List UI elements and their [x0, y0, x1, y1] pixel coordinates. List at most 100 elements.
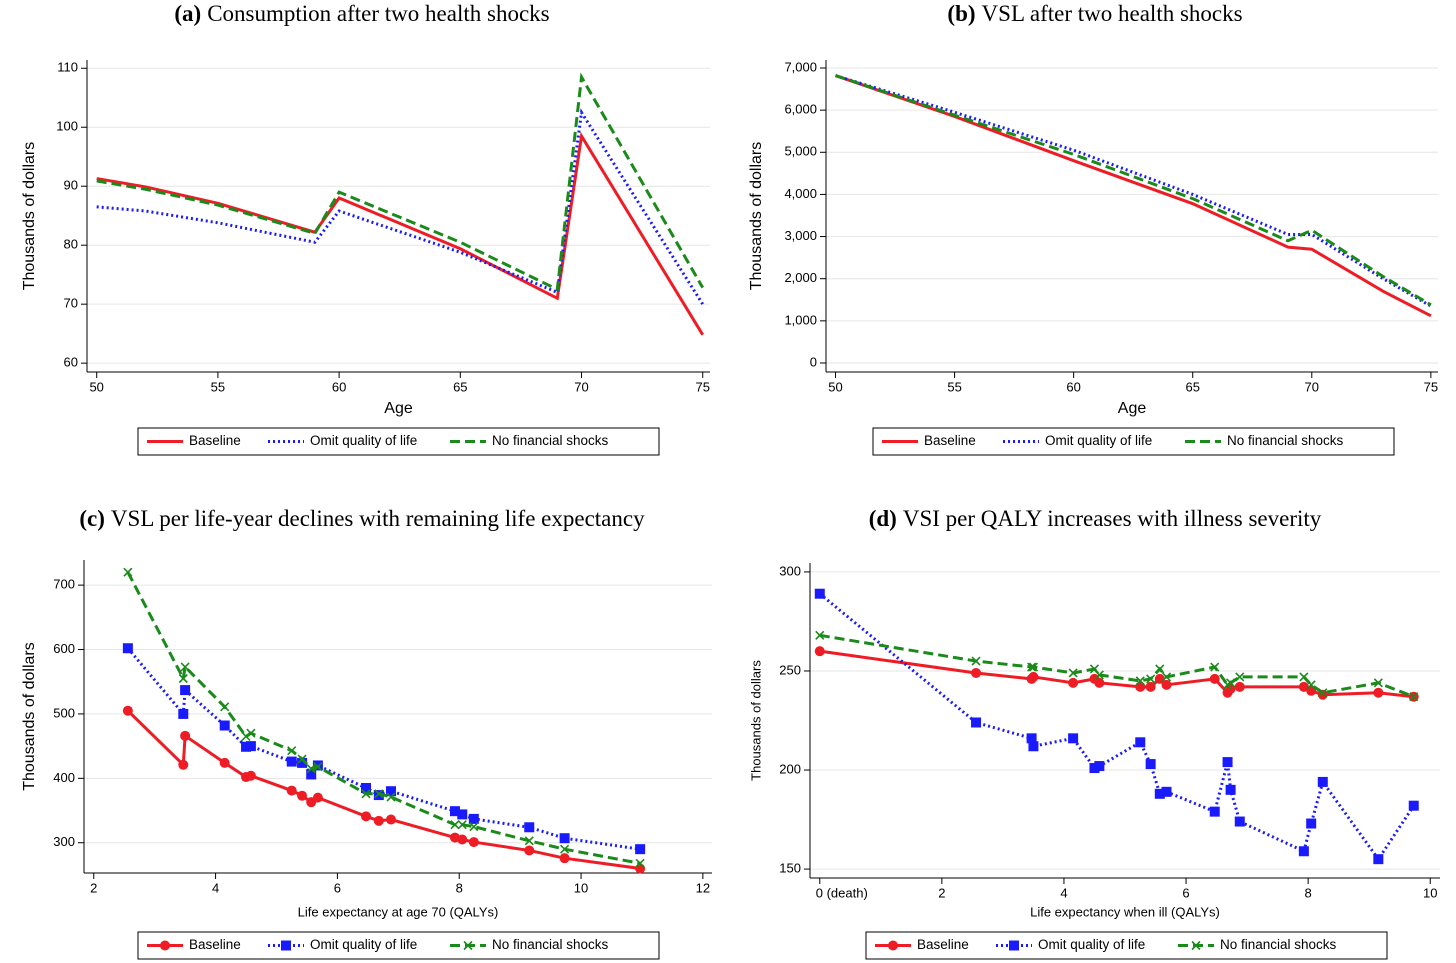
- marker: [524, 836, 534, 846]
- y-tick-label: 3,000: [784, 228, 817, 243]
- marker: [1135, 676, 1145, 686]
- x-tick-label: 65: [1185, 379, 1199, 394]
- marker: [1210, 662, 1220, 672]
- y-tick-label: 300: [53, 834, 75, 849]
- y-tick-label: 300: [779, 563, 801, 578]
- marker: [1298, 846, 1309, 857]
- legend-box: [137, 931, 660, 960]
- marker: [1226, 678, 1236, 688]
- y-tick-label: 1,000: [784, 312, 817, 327]
- marker: [219, 757, 230, 768]
- y-tick-label: 600: [53, 641, 75, 656]
- panel-title: (c) VSL per life-year declines with remai…: [79, 506, 645, 531]
- x-tick-label: 8: [1305, 885, 1312, 900]
- marker: [1154, 673, 1165, 684]
- y-axis-label: Thousands of dollars: [21, 142, 38, 291]
- marker: [971, 656, 981, 666]
- marker: [1161, 672, 1172, 682]
- legend-label: Baseline: [917, 937, 969, 952]
- marker: [888, 940, 898, 951]
- marker: [1373, 854, 1384, 865]
- x-tick-label: 8: [456, 880, 463, 895]
- marker: [1409, 692, 1419, 702]
- marker: [245, 741, 256, 752]
- x-tick-label: 75: [1424, 379, 1438, 394]
- legend-label: Omit quality of life: [310, 433, 417, 448]
- series-line: [96, 72, 705, 292]
- marker: [468, 813, 479, 824]
- legend-label: Omit quality of life: [1045, 433, 1152, 448]
- x-tick-label: 2: [90, 880, 97, 895]
- x-tick-label: 10: [1423, 885, 1437, 900]
- title-text: VSI per QALY increases with illness seve…: [903, 506, 1322, 531]
- marker: [160, 940, 170, 951]
- x-tick-label: 70: [574, 379, 588, 394]
- marker: [1161, 679, 1172, 690]
- marker: [1068, 677, 1079, 688]
- marker: [559, 833, 570, 844]
- panel-label: (d): [869, 506, 897, 531]
- marker: [635, 863, 646, 874]
- marker: [297, 757, 308, 768]
- marker: [286, 785, 297, 796]
- x-axis-label: Life expectancy at age 70 (QALYs): [298, 904, 499, 919]
- marker: [560, 844, 570, 854]
- series-line: [819, 633, 1415, 699]
- y-tick-label: 400: [53, 770, 75, 785]
- marker: [245, 770, 256, 781]
- legend-box: [872, 427, 1395, 456]
- marker: [457, 809, 468, 820]
- marker: [1318, 688, 1328, 698]
- marker: [287, 746, 297, 756]
- panel-title: (a) Consumption after two health shocks: [174, 1, 549, 26]
- marker: [1408, 800, 1419, 811]
- x-axis-label: Age: [1118, 400, 1147, 417]
- marker: [286, 756, 297, 767]
- marker: [1135, 737, 1146, 748]
- x-tick-label: 55: [947, 379, 961, 394]
- marker: [469, 822, 479, 832]
- marker: [306, 769, 317, 780]
- marker: [1299, 672, 1309, 682]
- marker: [635, 858, 645, 868]
- marker: [457, 820, 467, 830]
- legend-box: [865, 931, 1388, 960]
- y-tick-label: 500: [53, 705, 75, 720]
- marker: [281, 940, 291, 951]
- legend-label: No financial shocks: [492, 433, 609, 448]
- marker: [971, 667, 982, 678]
- marker: [1373, 687, 1384, 698]
- marker: [449, 806, 460, 817]
- x-tick-label: 10: [574, 880, 588, 895]
- marker: [1094, 677, 1105, 688]
- legend-box: [137, 427, 660, 456]
- y-tick-label: 7,000: [784, 59, 817, 74]
- x-tick-label: 6: [1182, 885, 1189, 900]
- marker: [1209, 806, 1220, 817]
- y-tick-label: 700: [53, 577, 75, 592]
- panel-label: (c): [79, 506, 105, 531]
- marker: [450, 820, 460, 830]
- x-tick-label: 55: [211, 379, 225, 394]
- series-line: [96, 108, 704, 305]
- marker: [971, 717, 982, 728]
- marker: [385, 786, 396, 797]
- marker: [814, 646, 825, 657]
- panel-label: (a): [174, 1, 201, 26]
- marker: [1234, 681, 1245, 692]
- marker: [1234, 816, 1245, 827]
- x-tick-label: 50: [89, 379, 103, 394]
- marker: [1146, 674, 1156, 684]
- y-tick-label: 5,000: [784, 144, 817, 159]
- legend-label: No financial shocks: [1227, 433, 1344, 448]
- y-tick-label: 110: [57, 60, 78, 75]
- legend-label: No financial shocks: [492, 937, 609, 952]
- x-tick-label: 2: [938, 885, 945, 900]
- marker: [1094, 761, 1105, 772]
- x-tick-label: 60: [1066, 379, 1080, 394]
- y-tick-label: 6,000: [784, 102, 817, 117]
- marker: [122, 643, 133, 654]
- legend-label: Baseline: [189, 937, 241, 952]
- marker: [1222, 757, 1233, 768]
- series-line: [835, 74, 1432, 307]
